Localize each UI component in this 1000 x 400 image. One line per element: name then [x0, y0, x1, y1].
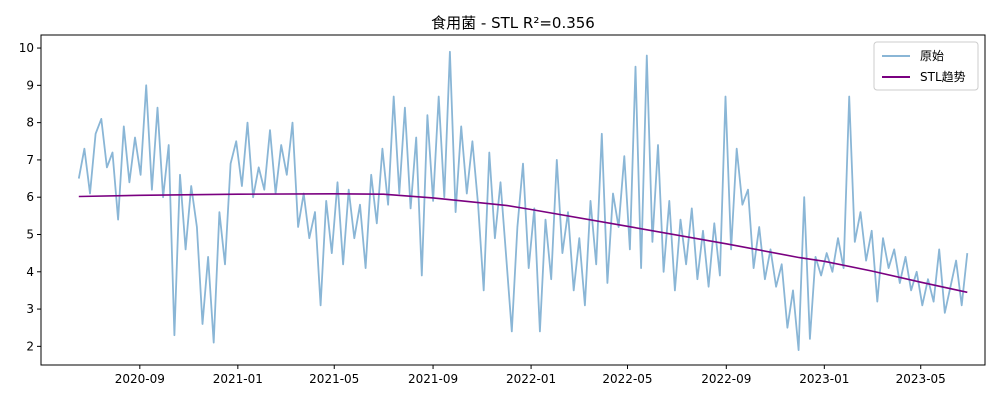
x-tick-label: 2021-09	[408, 372, 458, 386]
x-tick-label: 2022-09	[701, 372, 751, 386]
legend: 原始 STL趋势	[873, 41, 979, 91]
plot-frame	[40, 34, 986, 366]
y-tick-label: 2	[26, 339, 34, 353]
y-tick-label: 5	[26, 227, 34, 241]
legend-label-2: STL趋势	[920, 70, 966, 84]
x-tick-label: 2021-01	[213, 372, 263, 386]
x-tick-label: 2023-01	[799, 372, 849, 386]
y-tick-label: 6	[26, 190, 34, 204]
y-tick-label: 10	[19, 41, 34, 55]
y-tick-label: 8	[26, 116, 34, 130]
y-tick-label: 9	[26, 78, 34, 92]
x-tick-label: 2022-05	[602, 372, 652, 386]
x-tick-label: 2021-05	[309, 372, 359, 386]
x-tick-label: 2022-01	[506, 372, 556, 386]
chart-title: 食用菌 - STL R²=0.356	[431, 14, 595, 32]
y-tick-label: 3	[26, 302, 34, 316]
legend-label-1: 原始	[920, 49, 944, 63]
series-line-2	[78, 193, 968, 294]
axes: 2 3 4 5 6 7 8 9 10 2020-09 2021-01 2021-05 2021-09 20…	[19, 34, 986, 386]
plot-area	[77, 50, 969, 351]
y-tick-label: 4	[26, 265, 34, 279]
x-tick-label: 2020-09	[115, 372, 165, 386]
y-tick-label: 7	[26, 153, 34, 167]
series-line-1	[77, 50, 969, 351]
x-tick-label: 2023-05	[896, 372, 946, 386]
